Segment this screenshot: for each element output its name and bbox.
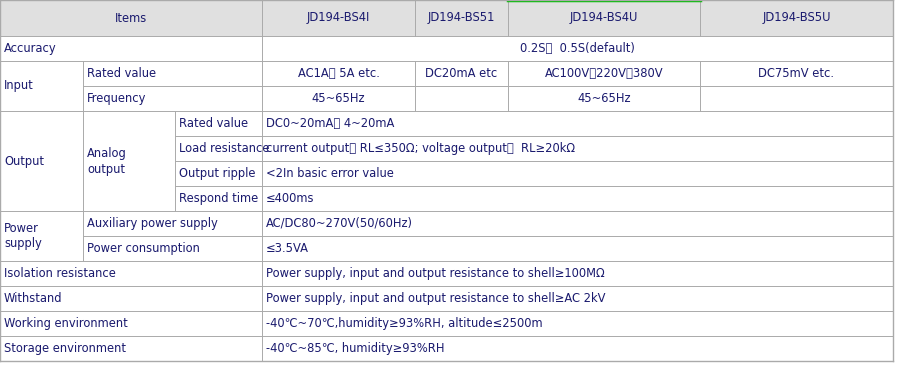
Bar (175, 136, 262, 161)
Bar (0, 336, 262, 361)
Text: Load resistance: Load resistance (179, 142, 269, 155)
Bar (262, 36, 893, 61)
Text: current output： RL≤350Ω; voltage output：  RL≥20kΩ: current output： RL≤350Ω; voltage output：… (266, 142, 575, 155)
Text: Input: Input (4, 79, 34, 92)
Text: Storage environment: Storage environment (4, 342, 126, 355)
Bar (262, 86, 415, 111)
Text: Withstand: Withstand (4, 292, 62, 305)
Bar (415, 0, 508, 36)
Bar (262, 186, 893, 211)
Text: Respond time: Respond time (179, 192, 258, 205)
Text: AC/DC80~270V(50/60Hz): AC/DC80~270V(50/60Hz) (266, 217, 413, 230)
Text: Items: Items (115, 12, 147, 25)
Bar (262, 336, 893, 361)
Bar (83, 236, 262, 261)
Text: Power
supply: Power supply (4, 221, 41, 251)
Bar (262, 236, 893, 261)
Text: Working environment: Working environment (4, 317, 128, 330)
Bar (262, 111, 893, 136)
Text: AC1A、 5A etc.: AC1A、 5A etc. (298, 67, 380, 80)
Bar (700, 0, 893, 36)
Bar (262, 161, 893, 186)
Bar (508, 0, 700, 36)
Bar (0, 261, 262, 286)
Bar (700, 61, 893, 86)
Bar (0, 286, 262, 311)
Bar (415, 61, 508, 86)
Bar (262, 136, 893, 161)
Text: JD194-BS4U: JD194-BS4U (570, 12, 638, 25)
Bar (262, 311, 893, 336)
Text: Power supply, input and output resistance to shell≥100MΩ: Power supply, input and output resistanc… (266, 267, 605, 280)
Bar (262, 261, 893, 286)
Text: Auxiliary power supply: Auxiliary power supply (87, 217, 218, 230)
Text: JD194-BS4I: JD194-BS4I (307, 12, 370, 25)
Text: AC100V、220V、380V: AC100V、220V、380V (544, 67, 663, 80)
Text: Rated value: Rated value (179, 117, 248, 130)
Text: Analog
output: Analog output (87, 147, 127, 176)
Bar (262, 0, 415, 36)
Text: Accuracy: Accuracy (4, 42, 57, 55)
Bar (175, 161, 262, 186)
Bar (83, 211, 262, 236)
Bar (0, 36, 262, 61)
Bar (700, 86, 893, 111)
Bar (0, 311, 262, 336)
Text: <2In basic error value: <2In basic error value (266, 167, 394, 180)
Bar (83, 86, 262, 111)
Bar (415, 86, 508, 111)
Text: JD194-BS51: JD194-BS51 (428, 12, 495, 25)
Bar (0, 211, 83, 261)
Text: Power consumption: Power consumption (87, 242, 200, 255)
Text: JD194-BS5U: JD194-BS5U (762, 12, 831, 25)
Text: 45~65Hz: 45~65Hz (311, 92, 365, 105)
Bar (83, 111, 175, 211)
Text: DC0~20mA、 4~20mA: DC0~20mA、 4~20mA (266, 117, 394, 130)
Text: DC75mV etc.: DC75mV etc. (759, 67, 834, 80)
Text: ≤3.5VA: ≤3.5VA (266, 242, 309, 255)
Text: Isolation resistance: Isolation resistance (4, 267, 116, 280)
Text: Power supply, input and output resistance to shell≥AC 2kV: Power supply, input and output resistanc… (266, 292, 606, 305)
Bar (262, 286, 893, 311)
Bar (83, 61, 262, 86)
Bar (175, 186, 262, 211)
Text: Frequency: Frequency (87, 92, 147, 105)
Bar (0, 61, 83, 111)
Text: -40℃~70℃,humidity≥93%RH, altitude≤2500m: -40℃~70℃,humidity≥93%RH, altitude≤2500m (266, 317, 543, 330)
Text: -40℃~85℃, humidity≥93%RH: -40℃~85℃, humidity≥93%RH (266, 342, 445, 355)
Text: Rated value: Rated value (87, 67, 156, 80)
Bar (0, 0, 262, 36)
Bar (508, 61, 700, 86)
Text: 0.2S，  0.5S(default): 0.2S， 0.5S(default) (520, 42, 634, 55)
Bar (0, 111, 83, 211)
Text: Output ripple: Output ripple (179, 167, 256, 180)
Text: ≤400ms: ≤400ms (266, 192, 314, 205)
Text: DC20mA etc: DC20mA etc (426, 67, 498, 80)
Text: 45~65Hz: 45~65Hz (577, 92, 631, 105)
Bar (262, 61, 415, 86)
Bar (262, 211, 893, 236)
Text: Output: Output (4, 154, 44, 167)
Bar (175, 111, 262, 136)
Bar (508, 86, 700, 111)
